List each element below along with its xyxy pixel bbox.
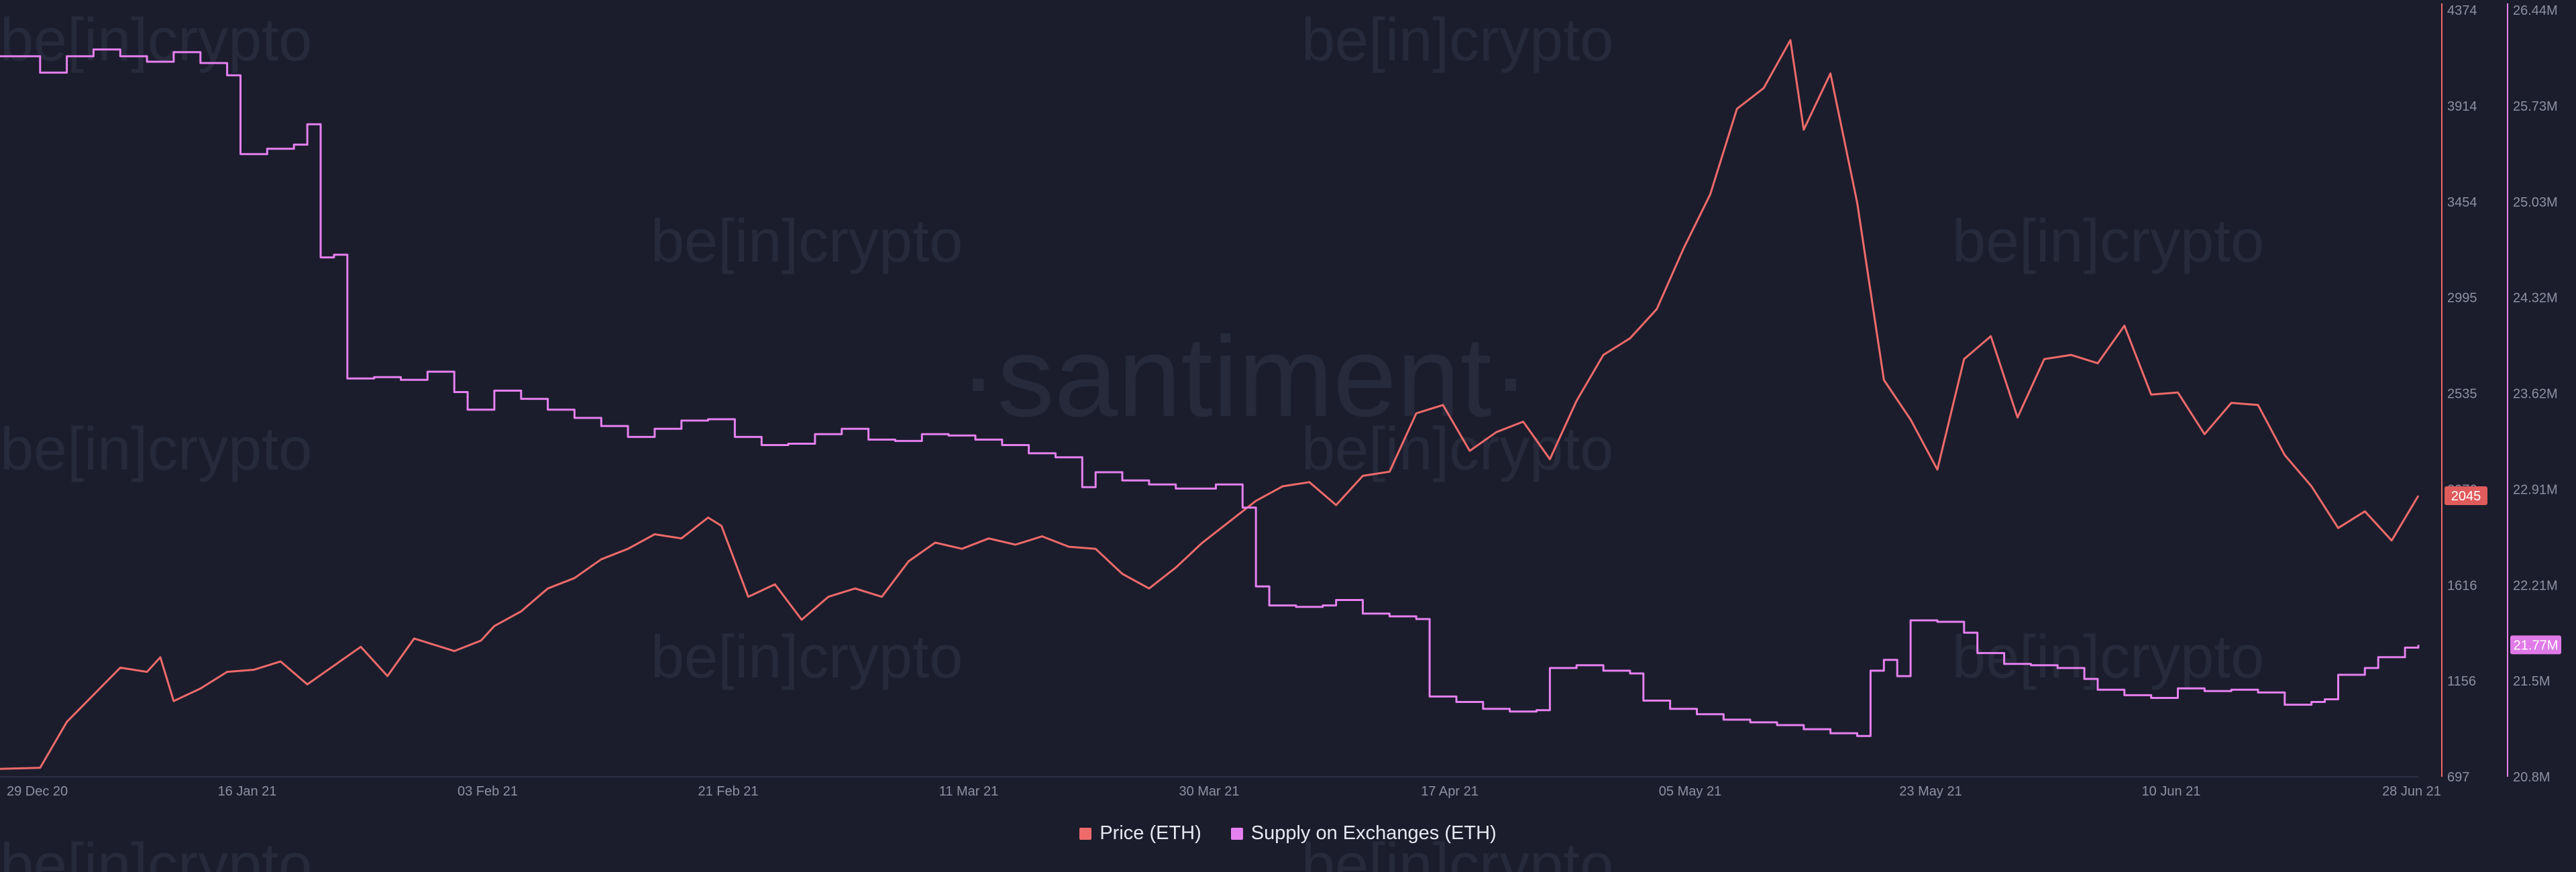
price-badge-bg [2445, 486, 2487, 505]
x-tick-label: 16 Jan 21 [218, 784, 277, 799]
supply-tick-label: 23.62M [2513, 387, 2558, 402]
x-tick-label: 05 May 21 [1659, 784, 1721, 799]
x-tick-label: 17 Apr 21 [1421, 784, 1479, 799]
series-layer [0, 39, 2420, 770]
x-tick-label: 03 Feb 21 [458, 784, 518, 799]
legend-item-price[interactable]: Price (ETH) [1079, 822, 1201, 844]
watermark-brand: be[in]crypto [1952, 208, 2264, 275]
x-tick-label: 30 Mar 21 [1179, 784, 1239, 799]
supply-series-line [0, 48, 2420, 737]
watermark-brand: be[in]crypto [1301, 7, 1613, 74]
x-tick-label: 28 Jun 21 [2382, 784, 2441, 799]
x-tick-label: 11 Mar 21 [939, 784, 999, 799]
legend-swatch-price [1079, 827, 1092, 840]
supply-tick-label: 24.32M [2513, 291, 2558, 306]
price-tick-label: 3454 [2447, 195, 2477, 210]
x-tick-label: 10 Jun 21 [2142, 784, 2201, 799]
price-series-line [0, 39, 2420, 770]
legend: Price (ETH) Supply on Exchanges (ETH) [0, 822, 2576, 844]
legend-label-supply: Supply on Exchanges (ETH) [1250, 822, 1497, 844]
watermark-brand: be[in]crypto [0, 416, 312, 483]
watermark-brand: be[in]crypto [0, 832, 312, 872]
supply-tick-label: 25.03M [2513, 195, 2558, 210]
price-tick-label: 3914 [2447, 99, 2477, 114]
watermark-center: ·santiment· [959, 313, 1529, 441]
legend-item-supply[interactable]: Supply on Exchanges (ETH) [1230, 822, 1497, 844]
supply-badge-bg [2510, 635, 2561, 655]
price-tick-label: 2535 [2447, 387, 2477, 402]
supply-tick-label: 26.44M [2513, 3, 2558, 18]
watermark-brand: be[in]crypto [1952, 624, 2264, 691]
price-tick-label: 4374 [2447, 3, 2477, 18]
price-tick-label: 697 [2447, 770, 2469, 785]
price-tick-label: 2995 [2447, 291, 2477, 306]
legend-swatch-supply [1230, 827, 1243, 840]
watermark-brand: be[in]crypto [651, 208, 963, 275]
supply-tick-label: 25.73M [2513, 99, 2558, 114]
watermark-brand: be[in]crypto [651, 624, 963, 691]
x-tick-label: 29 Dec 20 [7, 784, 68, 799]
x-tick-label: 21 Feb 21 [698, 784, 758, 799]
watermark-brand: be[in]crypto [1301, 416, 1613, 483]
price-badge: 2045 [2451, 489, 2481, 504]
legend-label-price: Price (ETH) [1099, 822, 1201, 844]
watermark-brand: be[in]crypto [1301, 832, 1613, 872]
watermark-layer: be[in]crypto be[in]crypto be[in]crypto b… [0, 7, 2264, 872]
badges-layer: 2045 21.77M [2445, 486, 2561, 655]
price-tick-label: 1616 [2447, 578, 2477, 593]
supply-tick-label: 22.91M [2513, 482, 2558, 497]
x-tick-label: 23 May 21 [1899, 784, 1962, 799]
supply-tick-label: 20.8M [2513, 770, 2551, 785]
price-tick-label: 1156 [2447, 674, 2476, 689]
supply-tick-label: 21.5M [2513, 674, 2551, 689]
supply-badge: 21.77M [2514, 638, 2559, 653]
watermark-brand: be[in]crypto [0, 7, 312, 74]
supply-tick-label: 22.21M [2513, 578, 2558, 593]
